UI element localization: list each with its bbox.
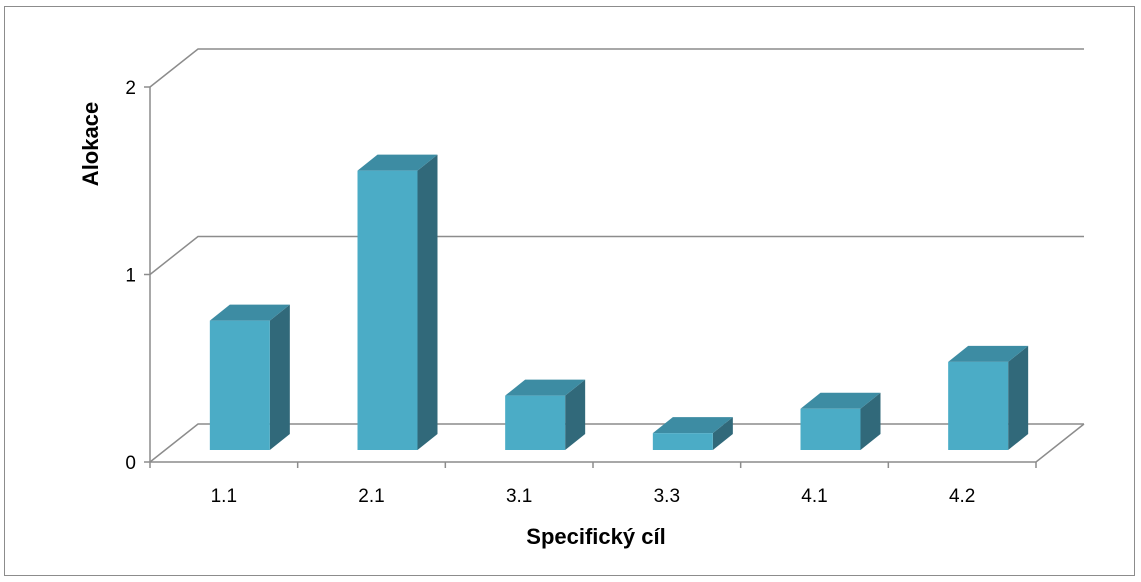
gridlines — [144, 48, 1085, 468]
floor-edge — [150, 423, 1085, 463]
bar-side — [1008, 345, 1029, 450]
bars — [209, 154, 1029, 450]
bar — [505, 395, 566, 450]
chart-frame — [4, 6, 1135, 576]
x-tick-label: 4.1 — [801, 486, 827, 507]
bar-side — [860, 392, 881, 450]
y-tick-label: 2 — [125, 78, 136, 99]
x-tick-label: 3.3 — [654, 486, 680, 507]
x-tick-label: 4.2 — [949, 486, 975, 507]
bar-top — [948, 345, 1029, 362]
x-axis-title: Specifický cíl — [526, 524, 665, 549]
bar-side — [565, 379, 586, 450]
x-tick-label: 1.1 — [211, 486, 237, 507]
bar-top — [357, 154, 438, 171]
bar — [948, 361, 1009, 450]
y-tick-label: 1 — [125, 266, 136, 287]
bar-top — [209, 304, 290, 321]
bar — [800, 408, 861, 450]
y-tick-label: 0 — [125, 453, 136, 474]
bar-top — [800, 392, 881, 409]
bar-top — [652, 417, 733, 434]
gridline — [149, 48, 1084, 88]
gridline — [149, 235, 1084, 276]
bar — [652, 433, 713, 450]
bar-side — [269, 304, 290, 450]
gridline — [149, 423, 1084, 463]
bar-side — [417, 154, 438, 450]
bar-side — [712, 417, 733, 450]
x-tick-label: 3.1 — [506, 486, 532, 507]
x-tick-label: 2.1 — [358, 486, 384, 507]
y-axis-title: Alokace — [78, 102, 103, 186]
tick-labels: 0 1 2 1.1 2.1 3.1 3.3 4.1 4.2 — [125, 78, 975, 507]
bar — [357, 170, 418, 450]
bar — [209, 320, 270, 450]
bar-top — [505, 379, 586, 396]
